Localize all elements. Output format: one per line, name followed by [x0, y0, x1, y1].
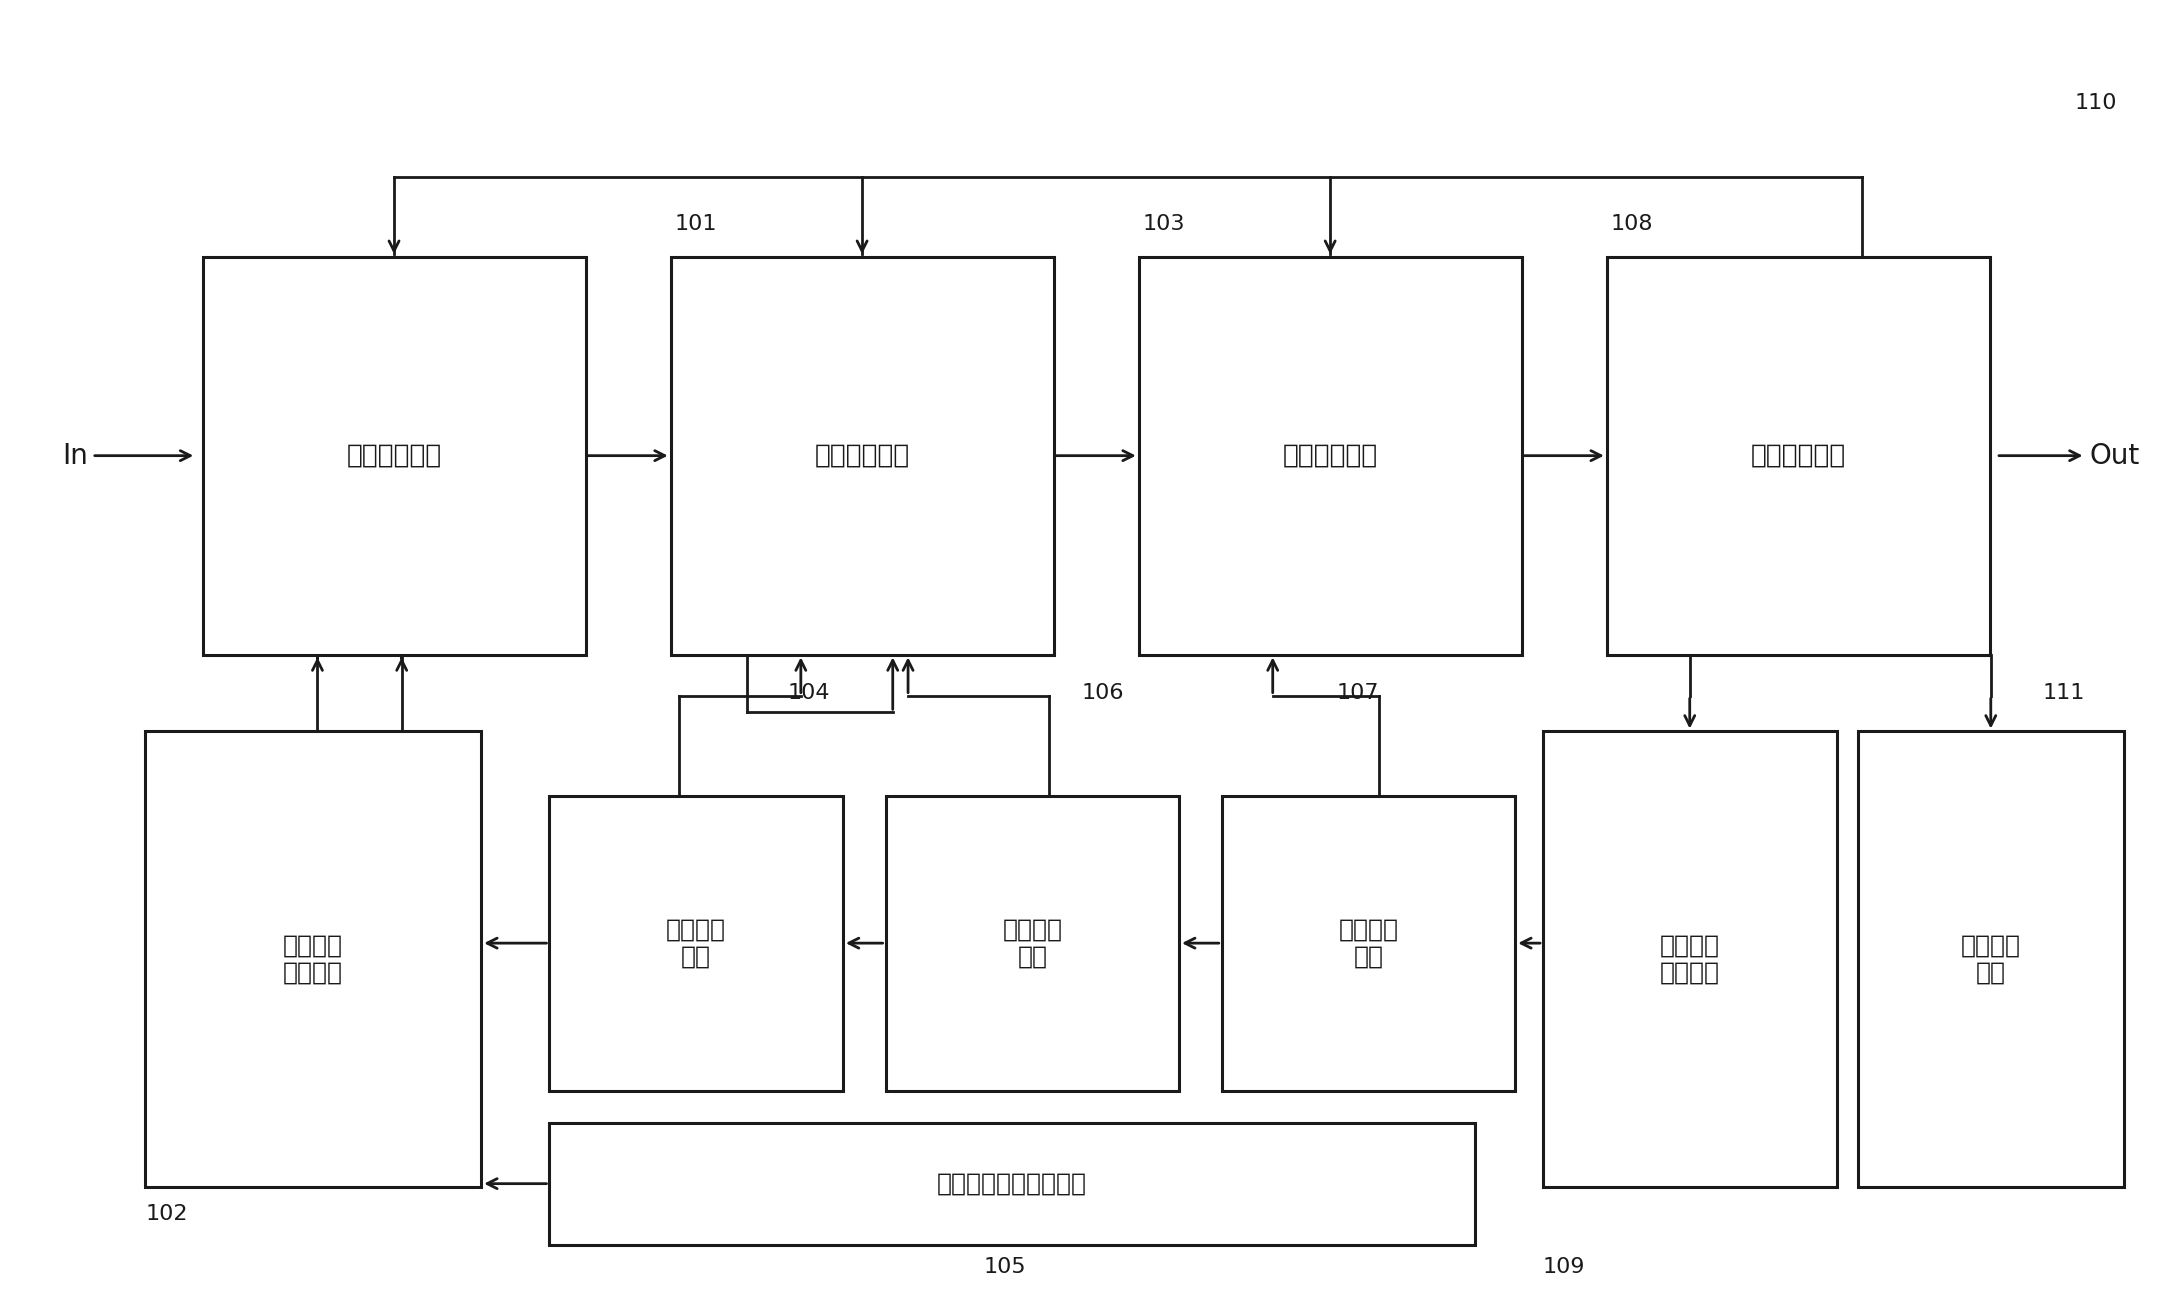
FancyBboxPatch shape	[1607, 257, 1991, 654]
Text: 辅助反馈
模块: 辅助反馈 模块	[666, 918, 725, 969]
Text: 111: 111	[2043, 683, 2086, 703]
FancyBboxPatch shape	[1222, 796, 1515, 1090]
Text: 103: 103	[1142, 213, 1185, 234]
Text: 109: 109	[1544, 1258, 1585, 1278]
FancyBboxPatch shape	[145, 732, 482, 1187]
Text: 静态偏置
模块: 静态偏置 模块	[1003, 918, 1062, 969]
Text: 104: 104	[788, 683, 829, 703]
Text: 输入放大模块: 输入放大模块	[347, 442, 441, 469]
Text: 110: 110	[2075, 93, 2117, 113]
Text: In: In	[63, 441, 87, 470]
Text: 动态偏置
模块: 动态偏置 模块	[1340, 918, 1398, 969]
Text: 105: 105	[983, 1258, 1027, 1278]
FancyBboxPatch shape	[1858, 732, 2123, 1187]
Text: Out: Out	[2091, 441, 2141, 470]
Text: 107: 107	[1337, 683, 1379, 703]
Text: 102: 102	[145, 1203, 187, 1224]
Text: 差模信号静态偏置模块: 差模信号静态偏置模块	[938, 1172, 1088, 1195]
FancyBboxPatch shape	[1544, 732, 1837, 1187]
FancyBboxPatch shape	[549, 796, 842, 1090]
Text: 108: 108	[1611, 213, 1654, 234]
Text: 有源滤波
模块: 有源滤波 模块	[1960, 933, 2021, 986]
Text: 106: 106	[1081, 683, 1125, 703]
Text: 有源滤波模块: 有源滤波模块	[1283, 442, 1379, 469]
Text: 差模信号
转换模块: 差模信号 转换模块	[282, 933, 343, 986]
FancyBboxPatch shape	[886, 796, 1179, 1090]
Text: 输出放大模块: 输出放大模块	[1750, 442, 1845, 469]
Text: 主电压负
反馈模块: 主电压负 反馈模块	[1661, 933, 1719, 986]
Text: 101: 101	[675, 213, 716, 234]
Text: 电压放大模块: 电压放大模块	[814, 442, 910, 469]
FancyBboxPatch shape	[671, 257, 1053, 654]
FancyBboxPatch shape	[202, 257, 586, 654]
FancyBboxPatch shape	[549, 1123, 1474, 1245]
FancyBboxPatch shape	[1138, 257, 1522, 654]
